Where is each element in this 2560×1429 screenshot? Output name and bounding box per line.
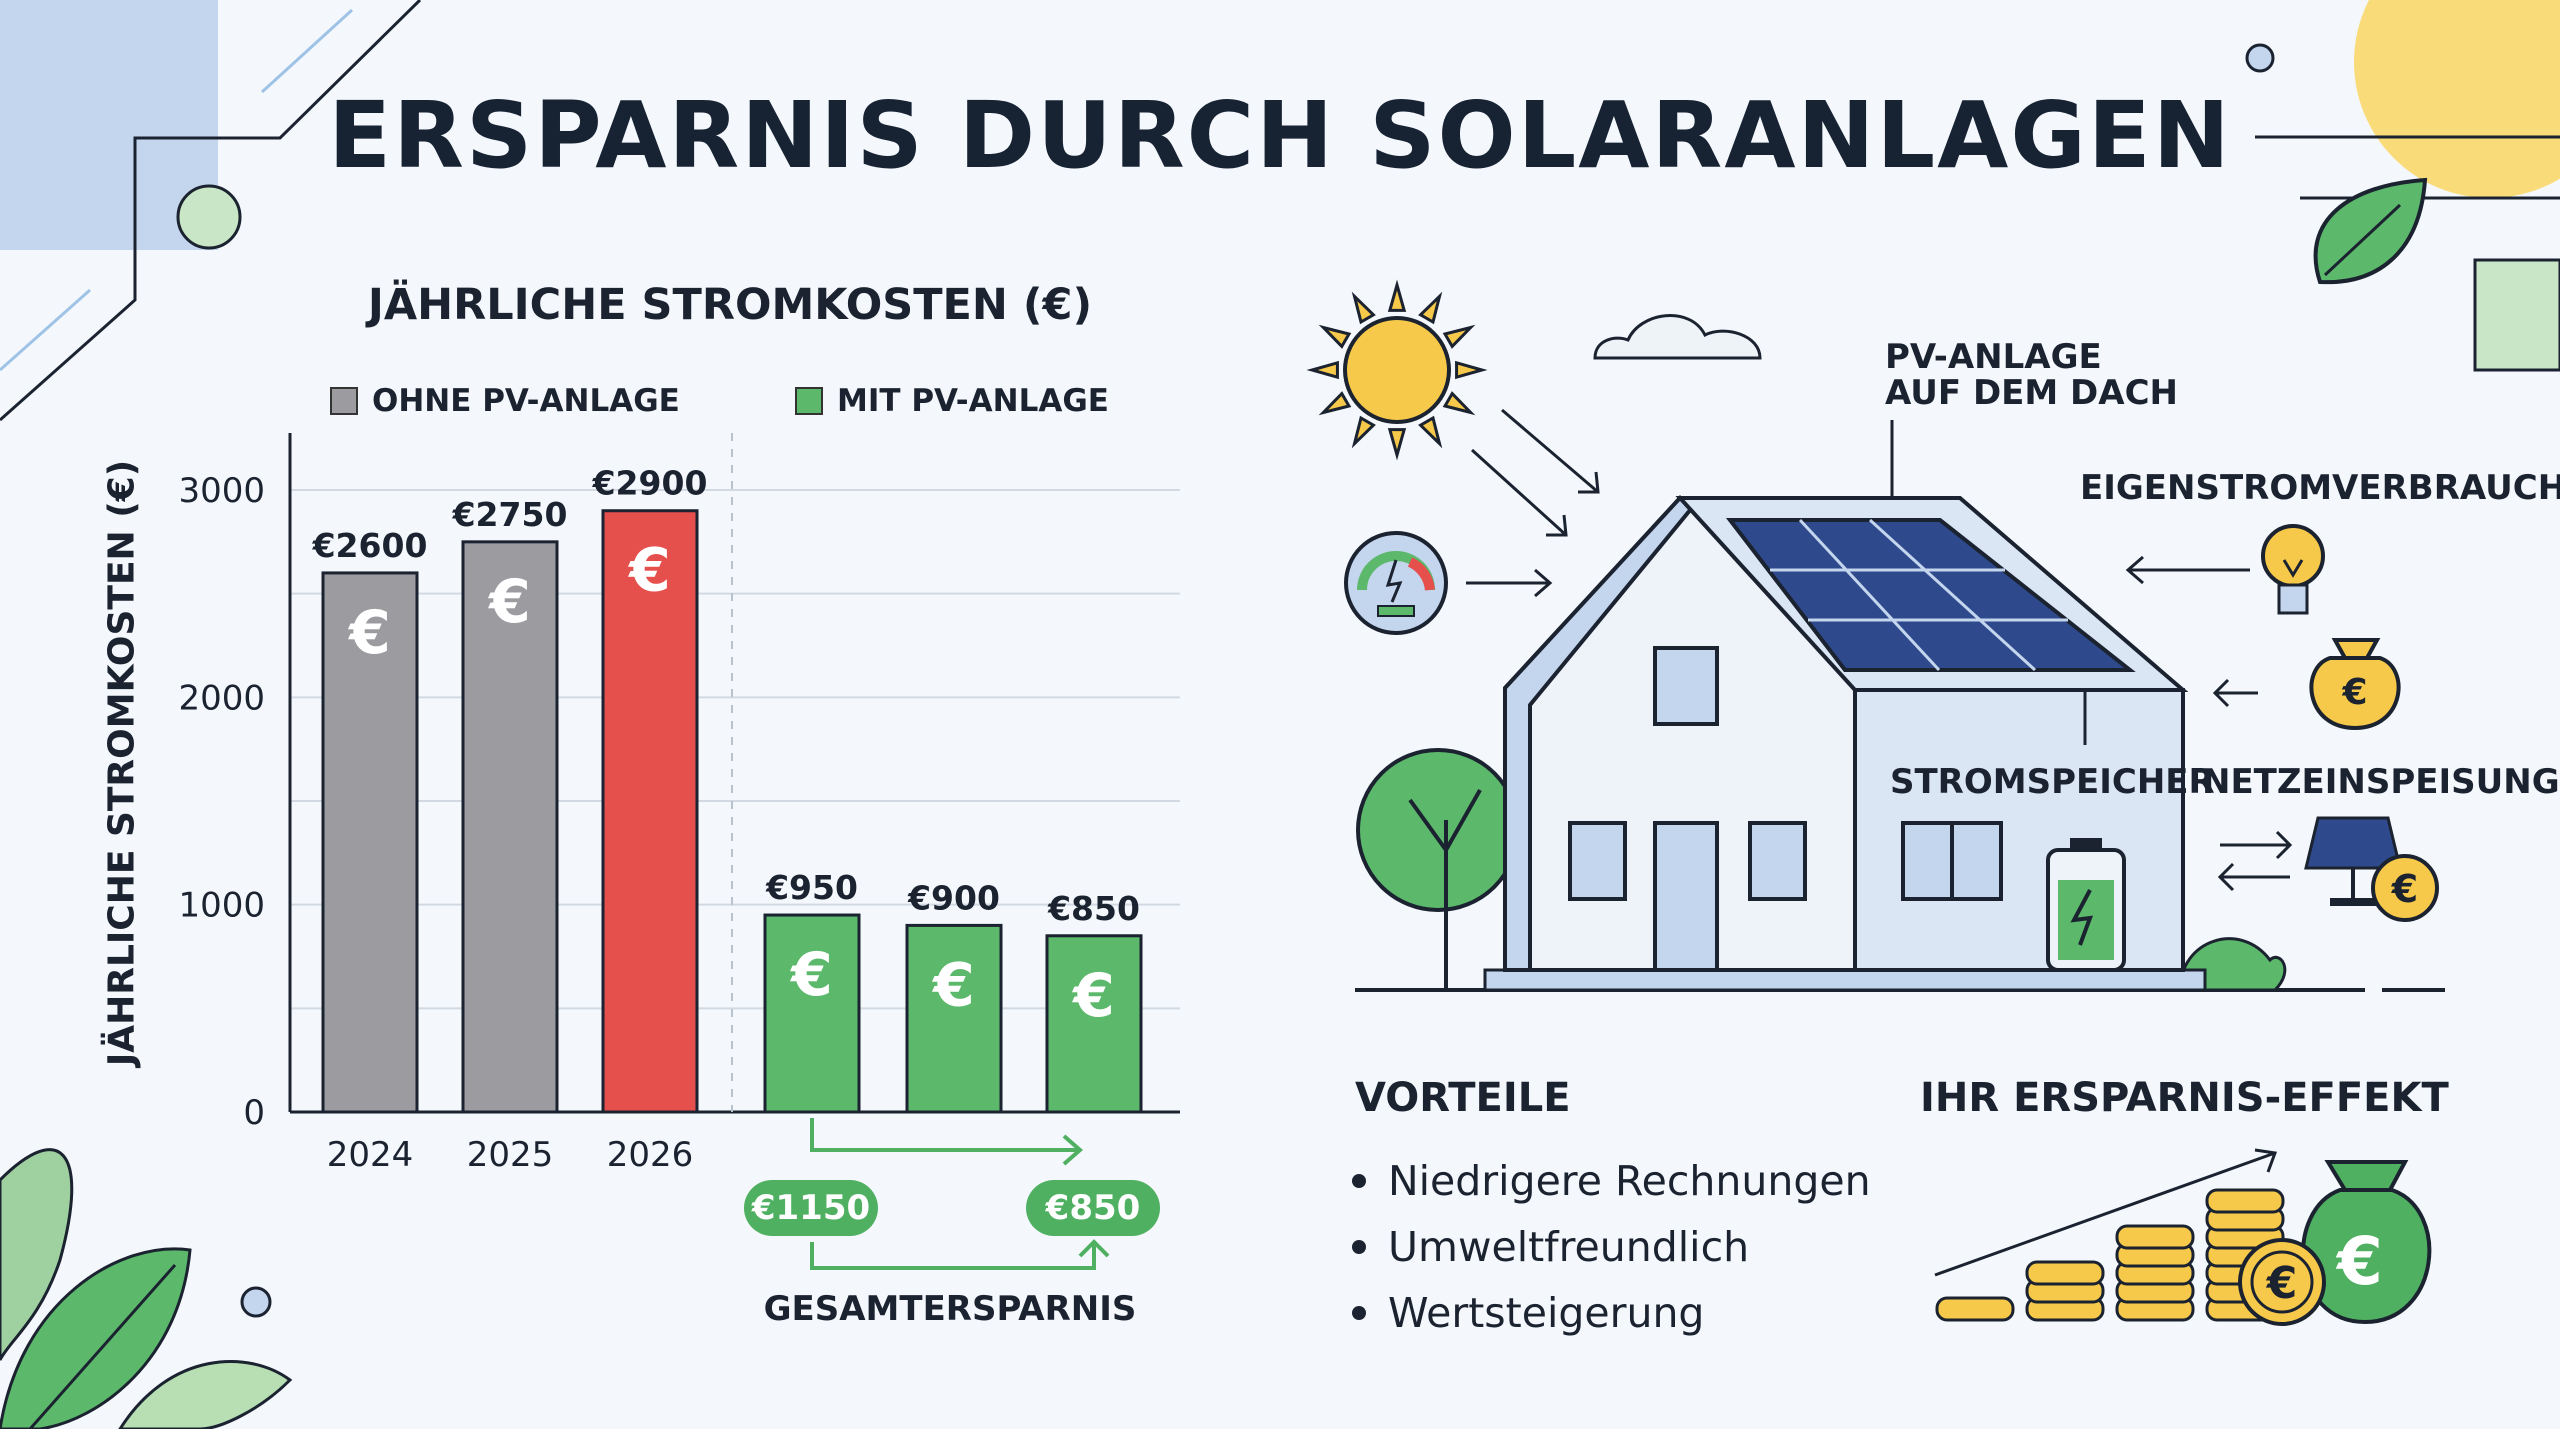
bar-value-label: €2600: [312, 526, 428, 565]
x-tick-label: 2024: [327, 1135, 414, 1175]
bar-euro-symbol: €: [347, 598, 391, 668]
page-title: ERSPARNIS DURCH SOLARANLAGEN: [328, 82, 2232, 189]
savings-arrow-head: [1078, 1239, 1110, 1258]
sun-ray: [1318, 324, 1352, 349]
sun-ray: [1351, 415, 1376, 449]
legend-label: MIT PV-ANLAGE: [837, 383, 1109, 419]
savings-arrow-head: [1062, 1134, 1084, 1166]
x-tick-label: 2025: [467, 1135, 554, 1175]
legend-swatch-grey: [330, 387, 358, 415]
coin: [1935, 1296, 2015, 1322]
svg-text:€: €: [2335, 1223, 2383, 1300]
bar-euro-symbol: €: [931, 950, 975, 1020]
battery-icon: [2046, 838, 2126, 972]
coin: [2115, 1224, 2195, 1250]
bar-value-label: €850: [1047, 889, 1140, 928]
bar-euro-symbol: €: [627, 536, 671, 606]
saving-pill-right: €850: [1026, 1180, 1160, 1236]
sun-ray: [1318, 391, 1352, 416]
light-bulb-icon: [2261, 524, 2325, 615]
coin-stacks-icon: [1935, 1188, 2285, 1322]
sun-icon: [1306, 279, 1488, 461]
sun-ray: [1306, 360, 1339, 380]
x-tick-label: 2026: [607, 1135, 694, 1175]
coin: [2025, 1260, 2105, 1286]
grid-feed-label: NETZEINSPEISUNG: [2202, 762, 2560, 802]
bar: [321, 571, 419, 1114]
sun-ray: [1387, 428, 1407, 461]
sun-ray: [1387, 279, 1407, 312]
y-tick-label: 0: [243, 1093, 265, 1133]
legend-item-mit-pv: MIT PV-ANLAGE: [795, 383, 1109, 419]
bar: [461, 540, 559, 1114]
savings-arrow-bottom: [810, 1242, 1096, 1270]
pv-roof-label-line1: PV-ANLAGE: [1885, 337, 2102, 377]
legend-swatch-green: [795, 387, 823, 415]
pv-roof-label-line2: AUF DEM DACH: [1885, 373, 2179, 413]
storage-label: STROMSPEICHER: [1890, 762, 2215, 802]
list-item: Umweltfreundlich: [1352, 1214, 1871, 1280]
sun-ray: [1351, 291, 1376, 325]
sun-decor-circle: [2354, 0, 2560, 198]
sun-arrows: [1470, 408, 1600, 537]
saving-pill-left: €1150: [744, 1180, 878, 1236]
legend-item-ohne-pv: OHNE PV-ANLAGE: [330, 383, 680, 419]
money-bag-icon: €: [2309, 638, 2401, 731]
tree-icon: [1356, 748, 1520, 990]
sun-ray: [1455, 360, 1488, 380]
effect-heading: IHR ERSPARNIS-EFFEKT: [1920, 1075, 2449, 1121]
chart-title: JÄHRLICHE STROMKOSTEN (€): [367, 280, 1093, 330]
bar: [905, 923, 1003, 1114]
advantages-list: Niedrigere Rechnungen Umweltfreundlich W…: [1352, 1148, 1871, 1346]
list-item: Niedrigere Rechnungen: [1352, 1148, 1871, 1214]
sun-ray: [1418, 415, 1443, 449]
total-savings-caption: GESAMTERSPARNIS: [763, 1289, 1137, 1329]
bar-euro-symbol: €: [1071, 961, 1115, 1031]
solar-panel-icon: [1725, 518, 2136, 672]
plant-leaf-icon: [0, 1148, 74, 1361]
bar-value-label: €950: [765, 868, 858, 907]
svg-text:€: €: [2391, 867, 2418, 911]
bar-value-label: €2900: [592, 464, 708, 503]
self-consumption-label: EIGENSTROMVERBRAUCH: [2080, 468, 2560, 508]
bar-euro-symbol: €: [487, 567, 531, 637]
bar: [1045, 934, 1143, 1114]
decor-circle-green: [176, 184, 242, 250]
savings-arrow-top: [810, 1118, 1080, 1152]
svg-text:€: €: [2341, 672, 2367, 713]
list-item: Wertsteigerung: [1352, 1280, 1871, 1346]
sun-ray: [1418, 291, 1443, 325]
bar: [601, 509, 699, 1114]
y-tick-label: 2000: [178, 678, 265, 718]
coin: [2205, 1188, 2285, 1214]
grid-panel-icon: €: [2304, 816, 2439, 922]
advantages-heading: VORTEILE: [1355, 1075, 1571, 1121]
sun-ray: [1442, 391, 1476, 416]
corner-line: [0, 0, 422, 422]
growth-arrow-icon: [1934, 1148, 2278, 1277]
svg-text:€: €: [2266, 1258, 2298, 1309]
bar-euro-symbol: €: [789, 940, 833, 1010]
legend-label: OHNE PV-ANLAGE: [372, 383, 680, 419]
meter-gauge-icon: [1344, 531, 1448, 635]
decor-circle-blue: [2245, 43, 2275, 73]
big-money-bag-icon: € €: [2238, 1160, 2432, 1326]
bar-value-label: €2750: [452, 495, 568, 534]
sun-ray: [1442, 324, 1476, 349]
cloud-icon: [1593, 314, 1762, 360]
bar-value-label: €900: [907, 878, 1000, 917]
bar: [763, 913, 861, 1114]
plant-leaf-icon: [0, 1247, 192, 1429]
y-tick-label: 1000: [178, 886, 265, 926]
y-tick-label: 3000: [178, 471, 265, 511]
